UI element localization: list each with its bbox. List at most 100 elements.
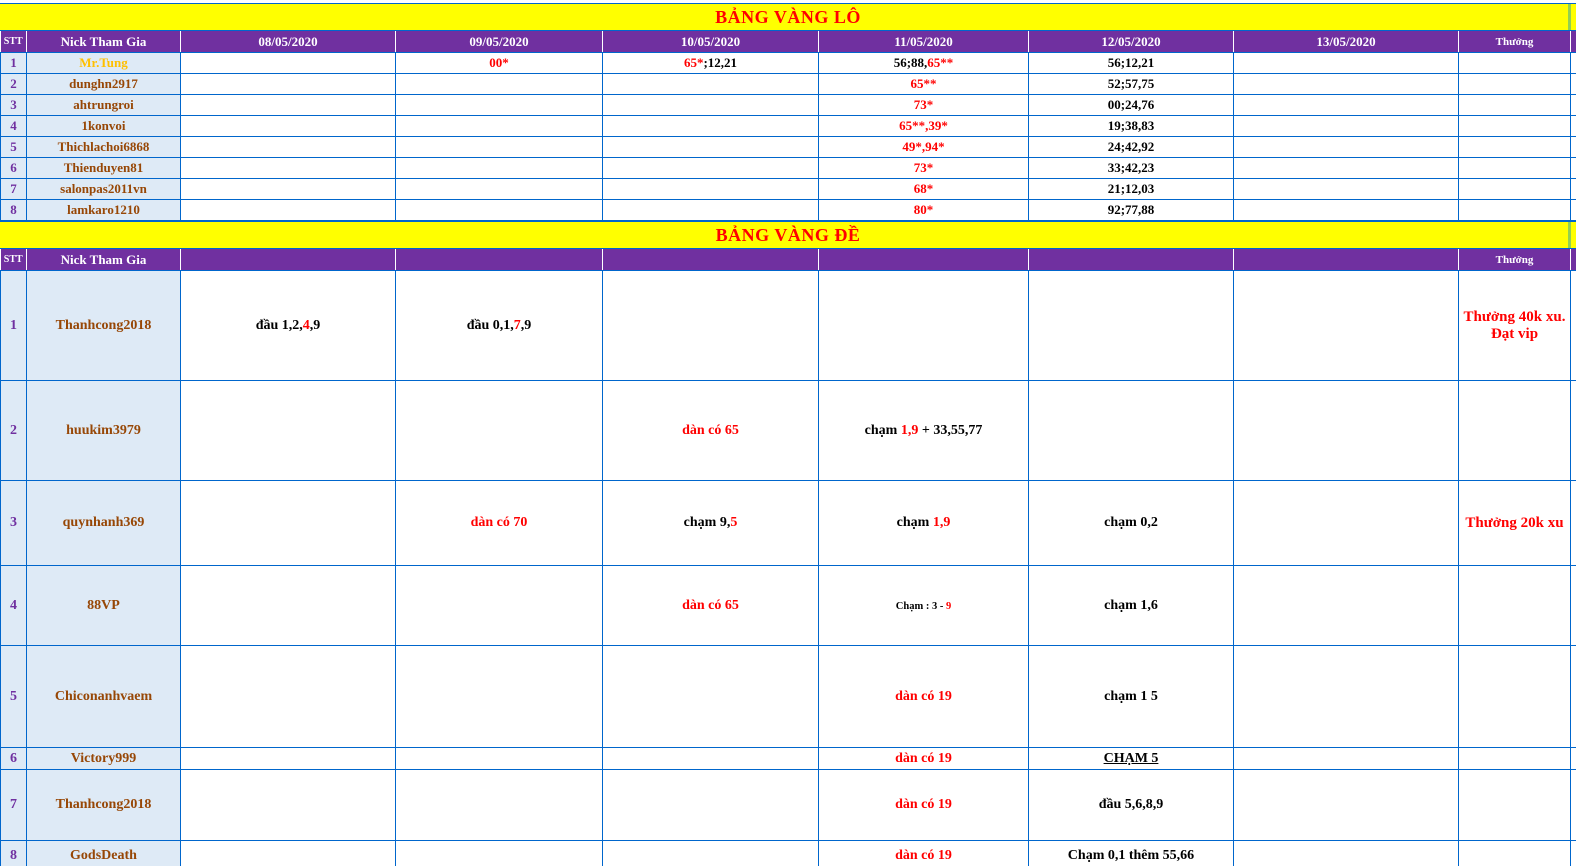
black-value-text: 19;38,83: [1107, 118, 1155, 133]
reward-cell: Thưởng 40k xu. Đạt vip: [1458, 270, 1571, 381]
reward-cell: [1458, 178, 1571, 200]
de_section-col-header-date-4: [818, 249, 1029, 271]
date-value-cell: 24;42,92: [1028, 136, 1234, 158]
de_section-col-header-date-2: [395, 249, 603, 271]
lo_section-row-8: 8 lamkaro1210 80* 92;77,88: [0, 199, 1576, 221]
de_section-col-header-date-3: [602, 249, 819, 271]
edge-sliver-cell: [1570, 199, 1576, 221]
edge-sliver-cell: [1570, 115, 1576, 137]
red-value-text: 65**: [927, 55, 954, 70]
date-value-cell: 19;38,83: [1028, 115, 1234, 137]
red-value-text: 80*: [913, 202, 934, 217]
de_section-row-3: 3 quynhanh369 dàn có 70 chạm 9,5 chạm 1,9 chạ…: [0, 480, 1576, 566]
red-value-text: Thưởng 40k xu. Đạt vip: [1463, 308, 1566, 342]
date-value-cell: [602, 199, 819, 221]
lo_section-col-header-reward: Thưởng: [1458, 31, 1571, 53]
reward-cell: [1458, 747, 1571, 770]
date-value-cell: chạm 1 5: [1028, 645, 1234, 748]
lo_section-col-header-date-1: 08/05/2020: [180, 31, 396, 53]
date-value-cell: [395, 645, 603, 748]
nick-cell: 1konvoi: [26, 115, 181, 137]
reward-cell: [1458, 157, 1571, 179]
edge-sliver-cell: [1570, 94, 1576, 116]
date-value-cell: 49*,94*: [818, 136, 1029, 158]
date-value-cell: [1233, 840, 1459, 866]
nick-cell: quynhanh369: [26, 480, 181, 566]
de_section-col-header-date-1: [180, 249, 396, 271]
de-table: STT Nick Tham Gia Thưởng 1 Thanhcong2018 đầu…: [0, 249, 1576, 866]
black-value-text: chạm 1,6: [1104, 597, 1158, 613]
black-value-text: đầu 1,2,: [255, 317, 303, 333]
date-value-cell: 65**,39*: [818, 115, 1029, 137]
date-value-cell: [180, 199, 396, 221]
date-value-cell: chạm 9,5: [602, 480, 819, 566]
date-value-cell: 56;88,65**: [818, 52, 1029, 74]
nick-cell: dunghn2917: [26, 73, 181, 95]
date-value-cell: [180, 136, 396, 158]
stt-cell: 7: [0, 178, 27, 200]
black-value-text: đầu 5,6,8,9: [1098, 797, 1164, 812]
date-value-cell: [1028, 270, 1234, 381]
nick-cell: huukim3979: [26, 380, 181, 481]
lo-table: STT Nick Tham Gia 08/05/2020 09/05/2020 10/0…: [0, 31, 1576, 221]
nick-cell: ahtrungroi: [26, 94, 181, 116]
black-value-text: chạm: [864, 422, 901, 438]
lo-table-header: STT Nick Tham Gia 08/05/2020 09/05/2020 10/0…: [0, 31, 1576, 53]
date-value-cell: dàn có 19: [818, 840, 1029, 866]
red-value-text: 68*: [913, 181, 934, 196]
date-value-cell: [602, 115, 819, 137]
lo_section-row-2: 2 dunghn2917 65** 52;57,75: [0, 73, 1576, 95]
red-value-text: 73*: [913, 97, 934, 112]
date-value-cell: dàn có 19: [818, 747, 1029, 770]
de_section-col-header-stt: STT: [0, 249, 27, 271]
nick-cell: Thanhcong2018: [26, 769, 181, 841]
de_section-row-5: 5 Chiconanhvaem dàn có 19 chạm 1 5: [0, 645, 1576, 748]
date-value-cell: [1233, 270, 1459, 381]
red-value-text: 5: [730, 515, 738, 530]
date-value-cell: [602, 840, 819, 866]
date-value-cell: [395, 380, 603, 481]
lo_section-col-header-date-4: 11/05/2020: [818, 31, 1029, 53]
date-value-cell: chạm 1,9: [818, 480, 1029, 566]
date-value-cell: [180, 115, 396, 137]
date-value-cell: 73*: [818, 94, 1029, 116]
date-value-cell: [1233, 178, 1459, 200]
date-value-cell: chạm 1,6: [1028, 565, 1234, 646]
date-value-cell: 33;42,23: [1028, 157, 1234, 179]
nick-cell: Thanhcong2018: [26, 270, 181, 381]
stt-cell: 8: [0, 199, 27, 221]
edge-sliver-cell: [1570, 645, 1576, 748]
reward-cell: [1458, 769, 1571, 841]
nick-cell: 88VP: [26, 565, 181, 646]
de_section-row-8: 8 GodsDeath dàn có 19 Chạm 0,1 thêm 55,66: [0, 840, 1576, 866]
date-value-cell: [395, 178, 603, 200]
red-value-text: 65*: [683, 55, 704, 70]
edge-sliver-cell: [1570, 747, 1576, 770]
black-value-text: ,9: [520, 317, 532, 333]
date-value-cell: [1233, 380, 1459, 481]
red-value-text: dàn có 19: [895, 688, 952, 704]
black-value-text: chạm: [896, 515, 933, 530]
date-value-cell: [1233, 565, 1459, 646]
red-value-text: 7: [513, 317, 521, 333]
date-value-cell: dàn có 65: [602, 565, 819, 646]
black-value-text: 00;24,76: [1107, 97, 1155, 112]
black-value-text: 24;42,92: [1107, 139, 1155, 154]
black-value-text: 56;12,21: [1107, 55, 1155, 70]
stt-cell: 7: [0, 769, 27, 841]
red-value-text: 4: [302, 317, 310, 333]
red-value-text: 65**: [910, 76, 937, 91]
date-value-cell: [1233, 115, 1459, 137]
black-value-text: Chạm 0,1 thêm 55,66: [1067, 847, 1195, 863]
date-value-cell: [180, 73, 396, 95]
date-value-cell: [1233, 480, 1459, 566]
date-value-cell: [180, 645, 396, 748]
date-value-cell: dàn có 70: [395, 480, 603, 566]
date-value-cell: [602, 645, 819, 748]
lo_section-row-3: 3 ahtrungroi 73* 00;24,76: [0, 94, 1576, 116]
red-value-text: dàn có 19: [895, 750, 952, 766]
date-value-cell: [395, 840, 603, 866]
stt-cell: 1: [0, 270, 27, 381]
date-value-cell: [395, 115, 603, 137]
reward-cell: [1458, 73, 1571, 95]
